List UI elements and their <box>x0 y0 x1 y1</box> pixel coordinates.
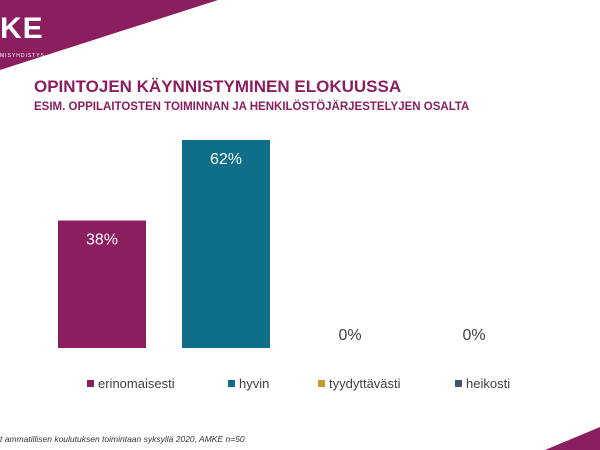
legend-swatch-erinomaisesti <box>87 380 94 387</box>
bar-hyvin <box>182 140 270 348</box>
bar-erinomaisesti <box>58 220 146 348</box>
chart-title: OPINTOJEN KÄYNNISTYMINEN ELOKUUSSA <box>34 77 402 96</box>
top-left-banner <box>0 0 218 70</box>
logo-text: KE <box>0 12 44 45</box>
legend-label-tyydyttavasti: tyydyttävästi <box>329 376 401 391</box>
bottom-right-banner <box>545 427 600 450</box>
chart-subtitle: ESIM. OPPILAITOSTEN TOIMINNAN JA HENKILÖ… <box>34 101 470 113</box>
data-label-heikosti: 0% <box>462 327 485 344</box>
legend-swatch-heikosti <box>455 380 462 387</box>
legend-label-heikosti: heikosti <box>466 376 510 391</box>
legend-swatch-tyydyttavasti <box>318 380 325 387</box>
legend-label-hyvin: hyvin <box>239 376 269 391</box>
data-label-erinomaisesti: 38% <box>86 232 118 249</box>
source-note: t ammatillisen koulutuksen toimintaan sy… <box>0 434 245 444</box>
legend-swatch-hyvin <box>228 380 235 387</box>
legend-label-erinomaisesti: erinomaisesti <box>98 376 175 391</box>
logo-subtitle: MISYHDISTYS <box>0 53 45 59</box>
data-label-hyvin: 62% <box>210 151 242 168</box>
data-label-tyydyttavasti: 0% <box>338 327 361 344</box>
